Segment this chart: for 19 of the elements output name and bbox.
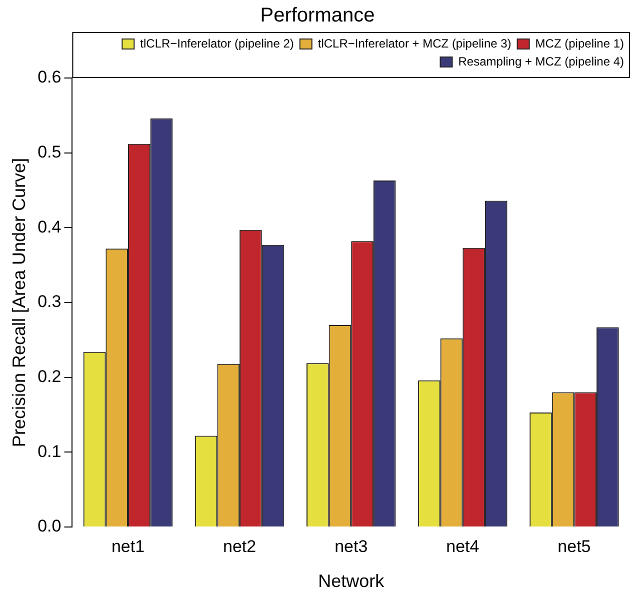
legend-label: tlCLR−Inferelator (pipeline 2) — [140, 36, 294, 50]
y-tick-label: 0.5 — [38, 142, 62, 162]
y-tick-label: 0.0 — [38, 516, 62, 536]
x-tick-label: net2 — [223, 536, 256, 556]
y-tick-label: 0.4 — [38, 217, 62, 236]
chart-title: Performance — [260, 4, 375, 27]
legend-label: Resampling + MCZ (pipeline 4) — [458, 54, 624, 68]
y-tick-label: 0.2 — [38, 367, 62, 386]
y-axis-title: Precision Recall [Area Under Curve] — [8, 158, 29, 448]
y-tick-label: 0.3 — [38, 292, 62, 312]
x-tick-label: net5 — [558, 536, 591, 556]
x-tick-label: net4 — [446, 536, 480, 556]
x-tick-label: net3 — [334, 536, 368, 556]
legend-label: MCZ (pipeline 1) — [535, 36, 624, 50]
y-tick-label: 0.1 — [38, 442, 62, 461]
x-axis-title: Network — [318, 571, 386, 592]
x-tick-label: net1 — [111, 536, 145, 556]
y-tick-label: 0.6 — [38, 68, 62, 87]
legend-label: tlCLR−Inferelator + MCZ (pipeline 3) — [318, 36, 512, 50]
